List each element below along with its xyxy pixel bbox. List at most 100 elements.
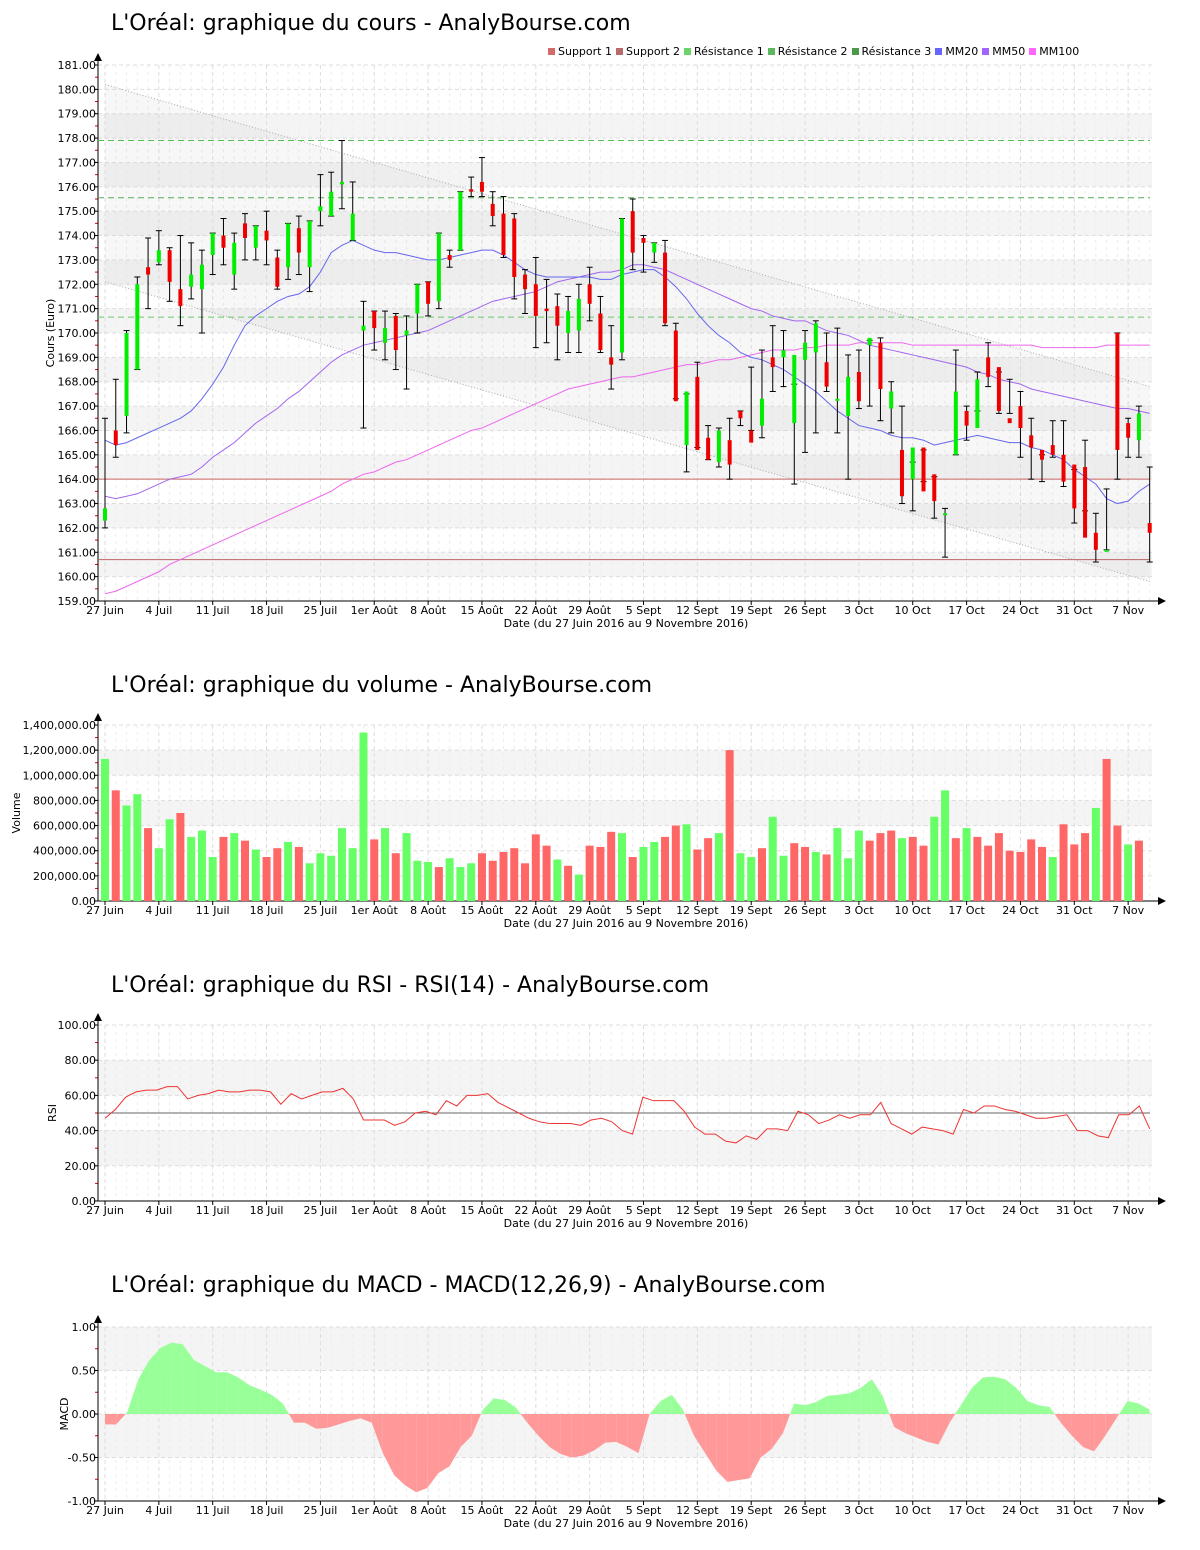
svg-text:159.00: 159.00: [58, 595, 97, 608]
svg-text:Date (du 27 Juin 2016 au 9 Nov: Date (du 27 Juin 2016 au 9 Novembre 2016…: [504, 1517, 749, 1530]
svg-text:80.00: 80.00: [65, 1054, 97, 1067]
svg-text:10 Oct: 10 Oct: [894, 1504, 931, 1517]
svg-text:12 Sept: 12 Sept: [676, 1504, 719, 1517]
svg-text:169.00: 169.00: [58, 351, 97, 364]
svg-text:5 Sept: 5 Sept: [626, 604, 662, 617]
svg-text:19 Sept: 19 Sept: [730, 1504, 773, 1517]
svg-text:29 Août: 29 Août: [568, 1204, 612, 1217]
rsi-chart: 0.00 20.00 40.00 60.00 80.00 100.00 27 Juin 4 J…: [46, 1013, 1166, 1230]
svg-text:10 Oct: 10 Oct: [894, 1204, 931, 1217]
svg-text:27 Juin: 27 Juin: [86, 604, 124, 617]
svg-text:1er Août: 1er Août: [351, 604, 399, 617]
svg-text:0.50: 0.50: [72, 1365, 97, 1378]
svg-text:18 Juil: 18 Juil: [250, 604, 284, 617]
svg-text:800,000.00: 800,000.00: [33, 794, 96, 807]
volume-chart-title: L'Oréal: graphique du volume - AnalyBour…: [111, 673, 653, 698]
svg-text:7 Nov: 7 Nov: [1112, 604, 1144, 617]
svg-text:22 Août: 22 Août: [514, 1504, 558, 1517]
price-panel: L'Oréal: graphique du cours - AnalyBours…: [0, 0, 1200, 640]
rsi-panel: L'Oréal: graphique du RSI - RSI(14) - An…: [0, 940, 1200, 1240]
svg-text:180.00: 180.00: [58, 83, 97, 96]
svg-text:7 Nov: 7 Nov: [1112, 1204, 1144, 1217]
svg-text:18 Juil: 18 Juil: [250, 1504, 284, 1517]
macd-panel: L'Oréal: graphique du MACD - MACD(12,26,…: [0, 1240, 1200, 1550]
svg-text:11 Juil: 11 Juil: [196, 1204, 230, 1217]
svg-text:5 Sept: 5 Sept: [626, 904, 662, 917]
svg-text:29 Août: 29 Août: [568, 604, 612, 617]
svg-text:22 Août: 22 Août: [514, 904, 558, 917]
svg-text:163.00: 163.00: [58, 498, 97, 511]
svg-text:200,000.00: 200,000.00: [33, 870, 96, 883]
svg-text:8 Août: 8 Août: [410, 1204, 447, 1217]
svg-text:Date (du 27 Juin 2016 au 9 Nov: Date (du 27 Juin 2016 au 9 Novembre 2016…: [504, 1217, 749, 1230]
svg-text:11 Juil: 11 Juil: [196, 604, 230, 617]
svg-text:4 Juil: 4 Juil: [145, 1204, 172, 1217]
svg-text:Cours (Euro): Cours (Euro): [44, 299, 57, 368]
svg-text:177.00: 177.00: [58, 156, 97, 169]
legend-swatch-icon: [935, 48, 943, 55]
svg-text:24 Oct: 24 Oct: [1002, 1504, 1039, 1517]
legend-item: Résistance 2: [767, 45, 848, 58]
svg-text:26 Sept: 26 Sept: [784, 904, 827, 917]
svg-text:176.00: 176.00: [58, 181, 97, 194]
svg-text:164.00: 164.00: [58, 473, 97, 486]
svg-text:29 Août: 29 Août: [568, 904, 612, 917]
svg-text:24 Oct: 24 Oct: [1002, 1204, 1039, 1217]
volume-chart: 0.00 200,000.00 400,000.00 600,000.00 800,00…: [10, 713, 1166, 930]
svg-text:40.00: 40.00: [65, 1125, 97, 1138]
svg-text:400,000.00: 400,000.00: [33, 845, 96, 858]
svg-text:31 Oct: 31 Oct: [1056, 604, 1093, 617]
legend-item: Support 2: [615, 45, 680, 58]
svg-text:166.00: 166.00: [58, 424, 97, 437]
svg-text:27 Juin: 27 Juin: [86, 904, 124, 917]
svg-text:Date (du 27 Juin 2016 au 9 Nov: Date (du 27 Juin 2016 au 9 Novembre 2016…: [504, 617, 749, 630]
svg-text:31 Oct: 31 Oct: [1056, 1204, 1093, 1217]
legend-label: MM100: [1039, 45, 1080, 58]
svg-text:8 Août: 8 Août: [410, 1504, 447, 1517]
legend-item: MM20: [935, 45, 978, 58]
svg-text:12 Sept: 12 Sept: [676, 604, 719, 617]
svg-text:7 Nov: 7 Nov: [1112, 904, 1144, 917]
legend-label: Support 1: [558, 45, 612, 58]
svg-text:15 Août: 15 Août: [461, 604, 505, 617]
svg-text:26 Sept: 26 Sept: [784, 1504, 827, 1517]
svg-text:25 Juil: 25 Juil: [303, 904, 337, 917]
svg-text:12 Sept: 12 Sept: [676, 904, 719, 917]
svg-text:1er Août: 1er Août: [351, 904, 399, 917]
svg-text:22 Août: 22 Août: [514, 1204, 558, 1217]
svg-text:20.00: 20.00: [65, 1160, 97, 1173]
legend-swatch-icon: [1029, 48, 1037, 55]
svg-text:1.00: 1.00: [72, 1321, 97, 1334]
svg-text:19 Sept: 19 Sept: [730, 904, 773, 917]
svg-text:0.00: 0.00: [72, 895, 97, 908]
svg-text:15 Août: 15 Août: [461, 904, 505, 917]
macd-chart: -1.00 -0.50 0.00 0.50 1.00 27 Juin 4 Juil 11 Ju…: [58, 1315, 1166, 1530]
svg-text:11 Juil: 11 Juil: [196, 1504, 230, 1517]
svg-text:174.00: 174.00: [58, 230, 97, 243]
legend-swatch-icon: [767, 48, 775, 55]
svg-text:1,000,000.00: 1,000,000.00: [23, 769, 96, 782]
svg-text:600,000.00: 600,000.00: [33, 820, 96, 833]
legend-swatch-icon: [548, 48, 555, 55]
svg-text:4 Juil: 4 Juil: [145, 1504, 172, 1517]
svg-text:161.00: 161.00: [58, 546, 97, 559]
svg-text:19 Sept: 19 Sept: [730, 604, 773, 617]
svg-text:25 Juil: 25 Juil: [303, 1504, 337, 1517]
svg-text:162.00: 162.00: [58, 522, 97, 535]
legend-item: MM100: [1029, 45, 1079, 58]
svg-text:8 Août: 8 Août: [410, 604, 447, 617]
volume-panel: L'Oréal: graphique du volume - AnalyBour…: [0, 640, 1200, 940]
svg-text:25 Juil: 25 Juil: [303, 604, 337, 617]
svg-text:100.00: 100.00: [58, 1019, 97, 1032]
svg-text:3 Oct: 3 Oct: [844, 604, 874, 617]
legend-label: Résistance 2: [777, 45, 848, 58]
svg-text:1,200,000.00: 1,200,000.00: [23, 744, 96, 757]
svg-text:0.00: 0.00: [72, 1195, 97, 1208]
svg-text:Volume: Volume: [10, 792, 23, 833]
legend-label: Résistance 1: [693, 45, 764, 58]
svg-text:5 Sept: 5 Sept: [626, 1504, 662, 1517]
svg-text:3 Oct: 3 Oct: [844, 904, 874, 917]
svg-text:4 Juil: 4 Juil: [145, 904, 172, 917]
svg-text:15 Août: 15 Août: [461, 1504, 505, 1517]
svg-text:27 Juin: 27 Juin: [86, 1204, 124, 1217]
